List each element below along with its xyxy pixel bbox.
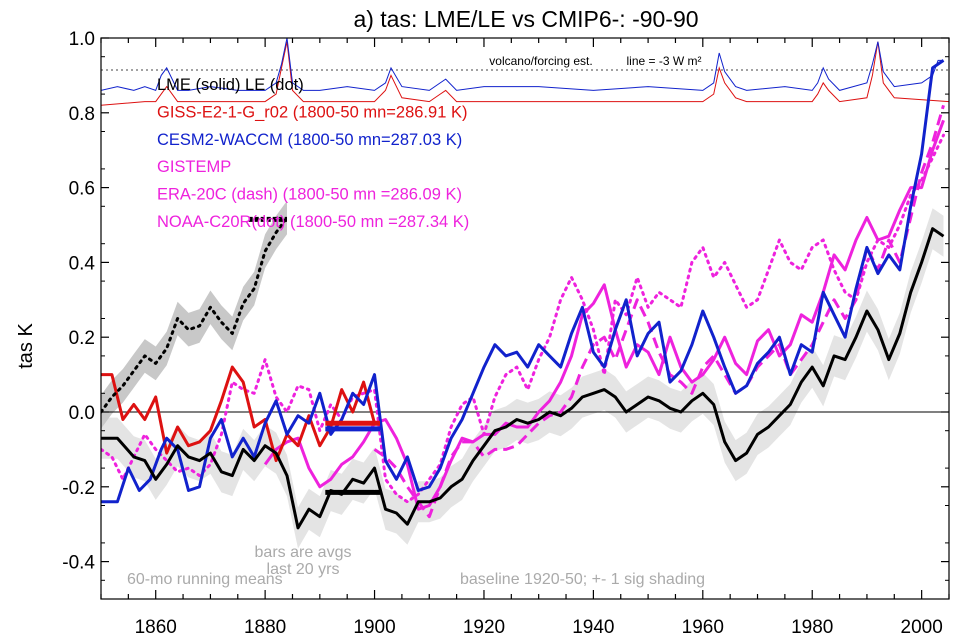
legend-entry: NOAA-C20R(dot) (1800-50 mn =287.34 K) [157,213,469,231]
x-tick-label: 2000 [901,617,943,638]
legend-entry: GISS-E2-1-G_r02 (1800-50 mn=286.91 K) [157,103,467,121]
series-line-forcing-1 [101,38,944,92]
volcano-label: volcano/forcing est. [489,54,592,68]
x-tick-label: 1900 [353,617,395,638]
x-tick-label: 1880 [244,617,286,638]
x-tick-label: 1980 [791,617,833,638]
legend-entry: GISTEMP [157,158,231,176]
y-tick-label: -0.2 [62,478,95,499]
annotation-running-means: 60-mo running means [127,571,283,588]
chart-title: a) tas: LME/LE vs CMIP6-: -90-90 [353,6,698,32]
x-tick-label: 1940 [572,617,614,638]
legend-entry: LME (solid) LE (dot) [157,76,304,94]
lme-spread-shading [101,208,944,549]
series-line-forcing-0 [101,41,949,106]
x-tick-label: 1960 [682,617,724,638]
plot-area: -0.4 -0.2 0.0 0.2 0.4 0.6 0.8 1.0 1860 1880 1900 19… [62,29,950,638]
x-tick-label: 1860 [135,617,177,638]
series-line-era-20c [373,104,945,519]
y-tick-label: 1.0 [69,29,95,50]
y-tick-label: 0.8 [69,104,95,125]
x-tick-label: 1920 [463,617,505,638]
series-line-noaa-c20r [101,133,945,504]
y-tick-label: 0.2 [69,328,95,349]
le-spread-shading [101,200,287,429]
y-tick-label: 0.0 [69,403,95,424]
annotation-bars-line2: last 20 yrs [267,561,340,578]
annotation-bars-line1: bars are avgs [255,544,352,561]
annotation-baseline: baseline 1920-50; +- 1 sig shading [460,571,705,588]
series-line-cesm2-waccm [101,59,945,504]
y-axis-label: tas K [15,323,37,369]
series-line-lme [101,227,945,530]
volcano-line-label: line = -3 W m² [626,54,701,68]
y-tick-label: -0.4 [62,553,95,574]
y-tick-label: 0.4 [69,253,96,274]
legend-entry: ERA-20C (dash) (1800-50 mn =286.09 K) [157,186,462,204]
legend-entry: CESM2-WACCM (1800-50 mn=287.03 K) [157,131,462,149]
y-tick-label: 0.6 [69,179,95,200]
series-line-le [101,216,289,414]
